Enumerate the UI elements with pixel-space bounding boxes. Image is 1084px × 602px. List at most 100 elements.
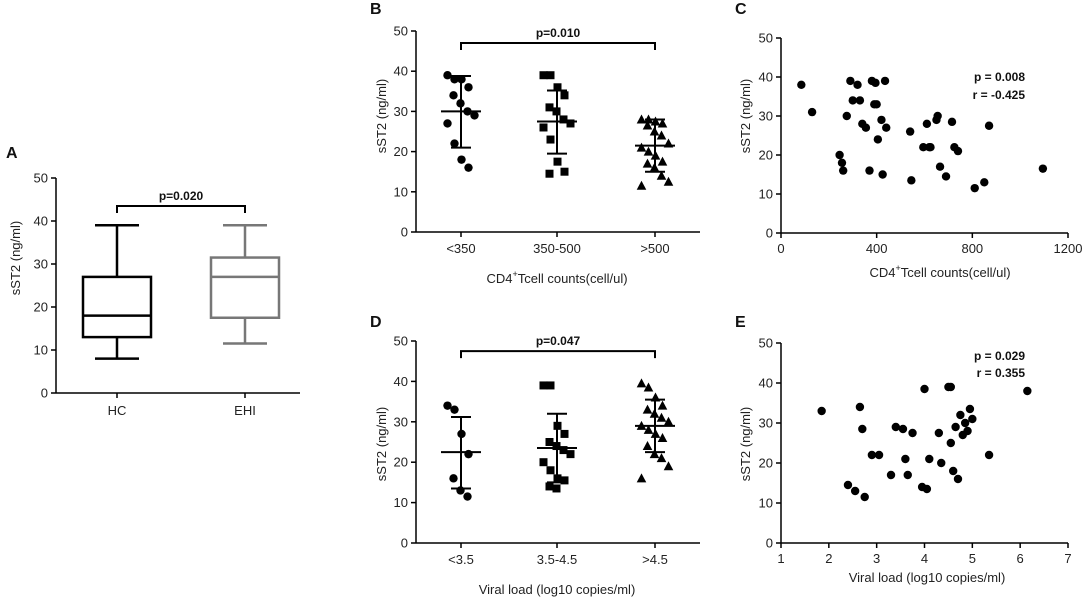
data-point (663, 416, 674, 426)
y-tick-label: 30 (394, 414, 408, 429)
y-axis-label-d: sST2 (ng/ml) (374, 407, 389, 481)
scatter-point (861, 123, 871, 132)
data-point (642, 158, 653, 168)
x-tick-label: 7 (1064, 551, 1071, 566)
scatter-point (933, 111, 942, 121)
scatter-point (882, 123, 891, 132)
data-point (656, 170, 667, 180)
y-tick-label: 20 (394, 455, 408, 470)
data-point (636, 378, 647, 388)
scatter-point (1023, 386, 1032, 396)
x-axis-label-c-sup: + (895, 263, 900, 273)
y-tick-label: 50 (759, 336, 773, 351)
y-axis-label-c: sST2 (ng/ml) (738, 79, 753, 153)
y-tick-label: 40 (394, 374, 408, 389)
scatter-point (920, 384, 929, 394)
data-point (545, 169, 554, 178)
x-tick-label: 400 (866, 241, 888, 256)
data-point (457, 155, 466, 164)
scatter-point (947, 117, 957, 127)
scatter-point (873, 135, 883, 144)
p-value-label-b: p=0.010 (536, 26, 581, 40)
scatter-point (797, 80, 806, 90)
p-value-label-a: p=0.020 (159, 189, 204, 203)
x-tick-label: >4.5 (642, 552, 668, 567)
scatter-point (855, 96, 865, 105)
x-axis-label-e: Viral load (log10 copies/ml) (849, 570, 1006, 585)
scatter-point (963, 426, 972, 436)
x-tick-label: 3.5-4.5 (537, 552, 577, 567)
panel-a: A sST2 (ng/ml) 0 10 20 30 40 50 HC EHI p=0.020 (6, 145, 300, 418)
y-axis-label-b: sST2 (ng/ml) (374, 79, 389, 153)
scatter-point (934, 428, 944, 438)
scatter-point (941, 172, 951, 181)
y-tick-label: 40 (394, 64, 408, 79)
data-point (552, 484, 561, 493)
box-ehi (209, 256, 281, 319)
data-point (642, 441, 653, 451)
data-point (642, 120, 653, 130)
data-point (559, 446, 568, 455)
data-point (449, 474, 458, 483)
scatter-point (877, 115, 886, 125)
panel-e: E sST2 (ng/ml) 0 10 20 30 40 50 1 2 3 4 5 6 7 p = 0.… (735, 314, 1072, 585)
scatter-point (984, 121, 994, 130)
data-point (546, 466, 555, 475)
scatter-point (984, 450, 994, 460)
x-tick-label: HC (108, 403, 127, 418)
data-point (443, 119, 452, 128)
x-tick-label: 1200 (1054, 241, 1083, 256)
data-point (657, 118, 668, 128)
scatter-point (880, 76, 890, 86)
panel-label-b: B (370, 1, 382, 18)
x-tick-label: <3.5 (448, 552, 474, 567)
y-tick-label: 50 (34, 171, 48, 186)
scatter-point (960, 418, 970, 428)
scatter-point (871, 78, 880, 88)
data-point (463, 492, 472, 501)
data-point (560, 429, 569, 438)
x-tick-label: <350 (446, 241, 475, 256)
x-tick-label: 2 (825, 551, 832, 566)
x-tick-label: 6 (1017, 551, 1024, 566)
x-axis-label-d: Viral load (log10 copies/ml) (479, 582, 636, 597)
scatter-point (965, 404, 975, 414)
x-tick-label: 800 (961, 241, 983, 256)
data-point (663, 176, 674, 186)
y-tick-label: 0 (41, 386, 48, 401)
y-tick-label: 40 (759, 376, 773, 391)
x-axis-label-c-rest: Tcell counts(cell/ul) (901, 265, 1011, 280)
scatter-point (953, 474, 963, 484)
data-point (566, 119, 575, 128)
panel-d: D sST2 (ng/ml) 0 10 20 30 40 50 <3.5 3.5-4.5 >4.… (370, 314, 700, 597)
scatter-point (878, 170, 887, 179)
scatter-point (855, 402, 865, 412)
scatter-point (953, 146, 963, 156)
scatter-point (946, 382, 956, 392)
scatter-point (922, 484, 932, 494)
scatter-point (935, 162, 945, 171)
y-tick-label: 10 (394, 495, 408, 510)
y-tick-label: 0 (766, 536, 773, 551)
y-tick-label: 20 (34, 300, 48, 315)
scatter-point (901, 454, 910, 464)
data-point (656, 453, 667, 463)
data-point (560, 476, 569, 485)
data-point (539, 458, 548, 467)
data-point (643, 382, 654, 392)
scatter-point (907, 176, 916, 185)
y-tick-label: 30 (759, 416, 773, 431)
scatter-point (886, 470, 896, 480)
y-tick-label: 20 (394, 144, 408, 159)
scatter-point (898, 424, 908, 434)
data-point (636, 142, 647, 152)
y-tick-label: 10 (759, 187, 773, 202)
scatter-point (926, 143, 935, 152)
y-tick-label: 20 (759, 456, 773, 471)
data-point (636, 473, 647, 483)
stat-r-c: r = -0.425 (973, 88, 1026, 102)
scatter-point (874, 450, 884, 460)
p-value-label-d: p=0.047 (536, 334, 581, 348)
scatter-point (848, 96, 857, 105)
scatter-point (842, 111, 851, 121)
